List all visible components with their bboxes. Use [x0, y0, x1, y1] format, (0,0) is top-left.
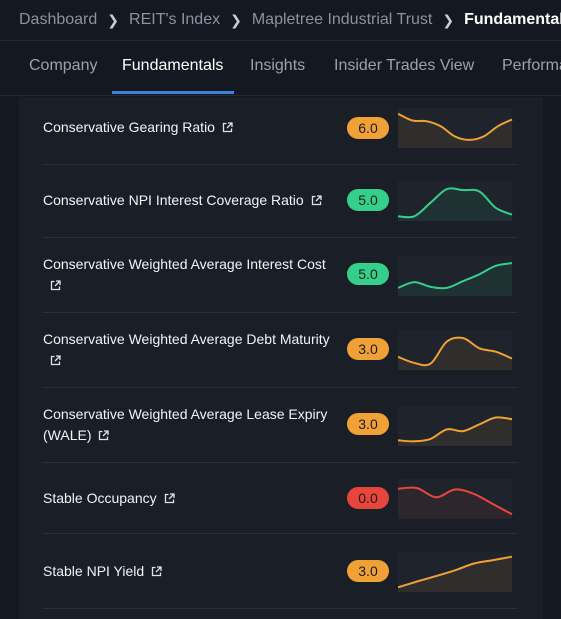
metric-label: Conservative Weighted Average Interest C…: [43, 254, 338, 296]
chevron-right-icon: ❯: [442, 11, 455, 28]
breadcrumb-dashboard[interactable]: Dashboard: [19, 11, 98, 28]
sparkline-line: [398, 112, 513, 141]
score-badge: 3.0: [347, 338, 389, 360]
tab-performance[interactable]: Performance: [502, 57, 561, 74]
tab-company[interactable]: Company: [29, 57, 98, 74]
trend-sparkline: [398, 552, 513, 592]
metric-label: Conservative Weighted Average Debt Matur…: [43, 329, 338, 371]
sparkline-background: [398, 256, 512, 296]
sparkline-area: [398, 556, 512, 592]
metric-label-text: Stable NPI Yield: [43, 563, 145, 579]
sparkline-area: [398, 113, 512, 148]
sparkline-line: [398, 416, 513, 443]
sparkline-line: [398, 555, 513, 589]
row-divider: [43, 533, 517, 534]
metric-label-text: Conservative Weighted Average Debt Matur…: [43, 331, 330, 347]
row-divider: [43, 387, 517, 388]
breadcrumb-current: Fundamentals: [464, 11, 561, 28]
sparkline-area: [398, 337, 512, 370]
sparkline-area: [398, 417, 512, 446]
chevron-right-icon: ❯: [107, 11, 120, 28]
trend-sparkline: [398, 330, 513, 370]
sparkline-background: [398, 108, 512, 148]
tabs-divider: [0, 95, 561, 96]
external-link-icon[interactable]: [311, 195, 322, 206]
chevron-right-icon: ❯: [230, 11, 242, 28]
trend-sparkline: [398, 479, 513, 519]
external-link-icon[interactable]: [98, 430, 110, 441]
tab-fundamentals[interactable]: Fundamentals: [122, 57, 224, 74]
trend-sparkline: [398, 256, 513, 296]
metric-label: Stable NPI Yield: [43, 561, 338, 582]
sparkline-line: [398, 336, 513, 367]
score-badge: 0.0: [347, 487, 389, 509]
row-divider: [43, 312, 517, 313]
score-badge: 3.0: [347, 560, 389, 582]
external-link-icon[interactable]: [50, 355, 61, 366]
tab-insights[interactable]: Insights: [250, 57, 306, 74]
sparkline-background: [398, 479, 512, 519]
metric-label: Conservative NPI Interest Coverage Ratio: [43, 190, 338, 211]
trend-sparkline: [398, 406, 513, 446]
score-badge: 5.0: [347, 189, 389, 211]
active-tab-indicator: [112, 91, 234, 94]
tab-insider-trades-view[interactable]: Insider Trades View: [334, 57, 475, 74]
sparkline-area: [398, 188, 512, 221]
row-divider: [43, 237, 517, 238]
metric-label-text: Conservative NPI Interest Coverage Ratio: [43, 192, 304, 208]
sparkline-line: [398, 262, 513, 290]
row-divider: [43, 462, 517, 463]
row-divider: [43, 608, 517, 609]
trend-sparkline: [398, 181, 513, 221]
external-link-icon[interactable]: [222, 122, 233, 133]
breadcrumb: Dashboard ❯ REIT's Index ❯ Mapletree Ind…: [0, 0, 561, 40]
sparkline-area: [398, 263, 512, 296]
sparkline-background: [398, 552, 512, 592]
score-badge: 5.0: [347, 263, 389, 285]
sparkline-line: [398, 486, 513, 516]
metric-label: Conservative Weighted Average Lease Expi…: [43, 404, 338, 446]
score-badge: 6.0: [347, 117, 389, 139]
breadcrumb-divider: [0, 40, 561, 41]
breadcrumb-reits-index[interactable]: REIT's Index: [129, 11, 221, 28]
metric-label: Conservative Gearing Ratio: [43, 117, 338, 138]
sparkline-area: [398, 487, 512, 519]
metric-label: Stable Occupancy: [43, 488, 338, 509]
score-badge: 3.0: [347, 413, 389, 435]
row-divider: [43, 164, 517, 165]
external-link-icon[interactable]: [164, 493, 175, 504]
sparkline-line: [398, 187, 513, 219]
external-link-icon[interactable]: [151, 566, 162, 577]
external-link-icon[interactable]: [50, 280, 61, 291]
metric-label-text: Conservative Weighted Average Interest C…: [43, 256, 326, 272]
metric-label-text: Conservative Gearing Ratio: [43, 119, 215, 135]
sparkline-background: [398, 406, 512, 446]
tab-bar: Company Fundamentals Insights Insider Tr…: [0, 41, 561, 95]
metric-label-text: Stable Occupancy: [43, 490, 157, 506]
breadcrumb-company[interactable]: Mapletree Industrial Trust: [251, 11, 433, 28]
metric-label-text: Conservative Weighted Average Lease Expi…: [43, 406, 328, 443]
trend-sparkline: [398, 108, 513, 148]
